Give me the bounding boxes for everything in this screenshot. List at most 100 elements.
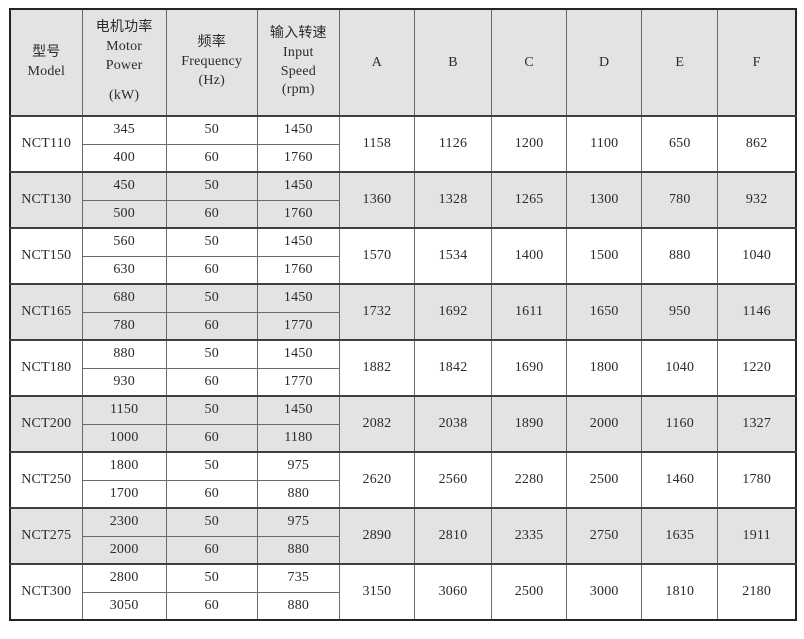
- header-dim-a: A: [338, 8, 415, 117]
- spec-row-NCT130-60hz: 500 60 1760: [10, 199, 796, 229]
- header-speed-en1: Input: [283, 44, 314, 60]
- model-cell: NCT250: [9, 451, 83, 509]
- dim-cell-a: 1882: [338, 339, 415, 397]
- power-cell: 3050: [81, 591, 167, 621]
- header-motor-power: 电机功率 Motor Power (kW): [81, 8, 167, 117]
- header-model-zh: 型号: [32, 44, 61, 60]
- frequency-cell: 60: [165, 255, 258, 285]
- dim-cell-f: 1780: [717, 451, 797, 509]
- header-power-unit: (kW): [108, 88, 140, 104]
- spec-row-NCT110-60hz: 400 60 1760: [10, 143, 796, 173]
- spec-row-NCT165-50hz: NCT165 680 50 1450 1732 1692 1611 1650 950 1146: [9, 283, 797, 341]
- speed-cell: 1180: [256, 423, 340, 453]
- dim-cell-f: 932: [717, 171, 797, 229]
- model-cell: NCT180: [9, 339, 83, 397]
- frequency-cell: 60: [165, 479, 258, 509]
- header-frequency: 频率 Frequency (Hz): [165, 8, 258, 117]
- power-cell: 680: [81, 283, 167, 313]
- model-cell: NCT200: [9, 395, 83, 453]
- speed-cell: 1760: [256, 143, 340, 173]
- dim-cell-e: 1635: [641, 507, 719, 565]
- speed-cell: 880: [256, 479, 340, 509]
- dim-cell-d: 2000: [566, 395, 643, 453]
- header-freq-zh: 频率: [197, 35, 226, 51]
- speed-cell: 975: [256, 507, 340, 537]
- power-cell: 500: [81, 199, 167, 229]
- dim-cell-b: 2560: [413, 451, 493, 509]
- dim-cell-d: 2500: [566, 451, 643, 509]
- dim-cell-a: 1570: [338, 227, 415, 285]
- dim-cell-f: 1327: [717, 395, 797, 453]
- header-power-zh: 电机功率: [95, 19, 153, 35]
- dim-cell-e: 650: [641, 115, 719, 173]
- header-power-en1: Motor: [106, 38, 143, 54]
- dim-cell-d: 1300: [566, 171, 643, 229]
- spec-row-NCT300-60hz: 3050 60 880: [10, 591, 796, 621]
- header-speed-unit: (rpm): [281, 82, 315, 98]
- dim-cell-b: 1328: [413, 171, 493, 229]
- dim-cell-b: 1842: [413, 339, 493, 397]
- dim-cell-e: 1040: [641, 339, 719, 397]
- dim-cell-a: 1360: [338, 171, 415, 229]
- power-cell: 560: [81, 227, 167, 257]
- model-cell: NCT130: [9, 171, 83, 229]
- spec-row-NCT180-60hz: 930 60 1770: [10, 367, 796, 397]
- dim-cell-f: 1040: [717, 227, 797, 285]
- dim-cell-c: 1690: [491, 339, 568, 397]
- speed-cell: 1450: [256, 339, 340, 369]
- frequency-cell: 50: [165, 339, 258, 369]
- header-row: 型号 Model 电机功率 Motor Power (kW) 频率 Freque…: [9, 8, 797, 117]
- frequency-cell: 50: [165, 395, 258, 425]
- dim-cell-f: 1146: [717, 283, 797, 341]
- header-model-en: Model: [27, 63, 66, 79]
- dim-cell-b: 1126: [413, 115, 493, 173]
- spec-row-NCT250-50hz: NCT250 1800 50 975 2620 2560 2280 2500 1460 1780: [9, 451, 797, 509]
- dim-cell-c: 2500: [491, 563, 568, 621]
- dim-cell-c: 2335: [491, 507, 568, 565]
- power-cell: 450: [81, 171, 167, 201]
- header-freq-en: Frequency: [181, 54, 243, 70]
- dim-cell-e: 880: [641, 227, 719, 285]
- frequency-cell: 60: [165, 367, 258, 397]
- frequency-cell: 60: [165, 591, 258, 621]
- frequency-cell: 50: [165, 227, 258, 257]
- speed-cell: 1450: [256, 227, 340, 257]
- spec-table-body: NCT110 345 50 1450 1158 1126 1200 1100 650 862 400…: [9, 115, 797, 621]
- dim-cell-c: 2280: [491, 451, 568, 509]
- dim-cell-c: 1890: [491, 395, 568, 453]
- spec-row-NCT250-60hz: 1700 60 880: [10, 479, 796, 509]
- speed-cell: 1760: [256, 199, 340, 229]
- dim-cell-e: 1810: [641, 563, 719, 621]
- power-cell: 1800: [81, 451, 167, 481]
- spec-row-NCT165-60hz: 780 60 1770: [10, 311, 796, 341]
- power-cell: 2800: [81, 563, 167, 593]
- dim-cell-f: 862: [717, 115, 797, 173]
- frequency-cell: 50: [165, 451, 258, 481]
- header-speed-en2: Speed: [280, 63, 316, 79]
- speed-cell: 1770: [256, 367, 340, 397]
- frequency-cell: 50: [165, 563, 258, 593]
- dim-cell-e: 950: [641, 283, 719, 341]
- header-dim-c: C: [491, 8, 568, 117]
- speed-cell: 735: [256, 563, 340, 593]
- dim-cell-d: 1100: [566, 115, 643, 173]
- header-speed-zh: 输入转速: [269, 25, 327, 41]
- spec-table-container: 型号 Model 电机功率 Motor Power (kW) 频率 Freque…: [9, 8, 797, 621]
- speed-cell: 880: [256, 591, 340, 621]
- model-cell: NCT275: [9, 507, 83, 565]
- frequency-cell: 60: [165, 199, 258, 229]
- spec-row-NCT275-60hz: 2000 60 880: [10, 535, 796, 565]
- speed-cell: 880: [256, 535, 340, 565]
- spec-row-NCT110-50hz: NCT110 345 50 1450 1158 1126 1200 1100 650 862: [9, 115, 797, 173]
- dim-cell-e: 1160: [641, 395, 719, 453]
- spec-row-NCT150-60hz: 630 60 1760: [10, 255, 796, 285]
- dim-cell-d: 1650: [566, 283, 643, 341]
- dim-cell-a: 1732: [338, 283, 415, 341]
- power-cell: 1150: [81, 395, 167, 425]
- power-cell: 1000: [81, 423, 167, 453]
- dim-cell-e: 1460: [641, 451, 719, 509]
- spec-row-NCT300-50hz: NCT300 2800 50 735 3150 3060 2500 3000 1810 2180: [9, 563, 797, 621]
- power-cell: 930: [81, 367, 167, 397]
- frequency-cell: 50: [165, 115, 258, 145]
- dim-cell-b: 2038: [413, 395, 493, 453]
